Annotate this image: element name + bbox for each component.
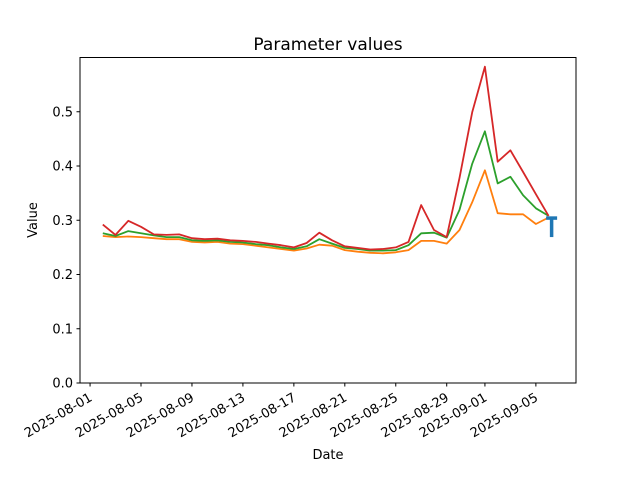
y-tick-label: 0.5	[52, 105, 73, 120]
series-line-orange	[102, 169, 550, 255]
series-line-red	[102, 65, 550, 251]
y-axis-label: Value	[26, 202, 41, 238]
x-axis-label: Date	[312, 448, 343, 463]
y-tick-label: 0.4	[52, 160, 73, 175]
y-tick-label: 0.1	[52, 322, 73, 337]
y-tick-label: 0.2	[52, 268, 73, 283]
series-line-green	[102, 130, 550, 252]
plot-border	[79, 57, 577, 384]
y-tick-label: 0.0	[52, 377, 73, 392]
y-tick-label: 0.3	[52, 214, 73, 229]
chart-title: Parameter values	[253, 35, 402, 55]
